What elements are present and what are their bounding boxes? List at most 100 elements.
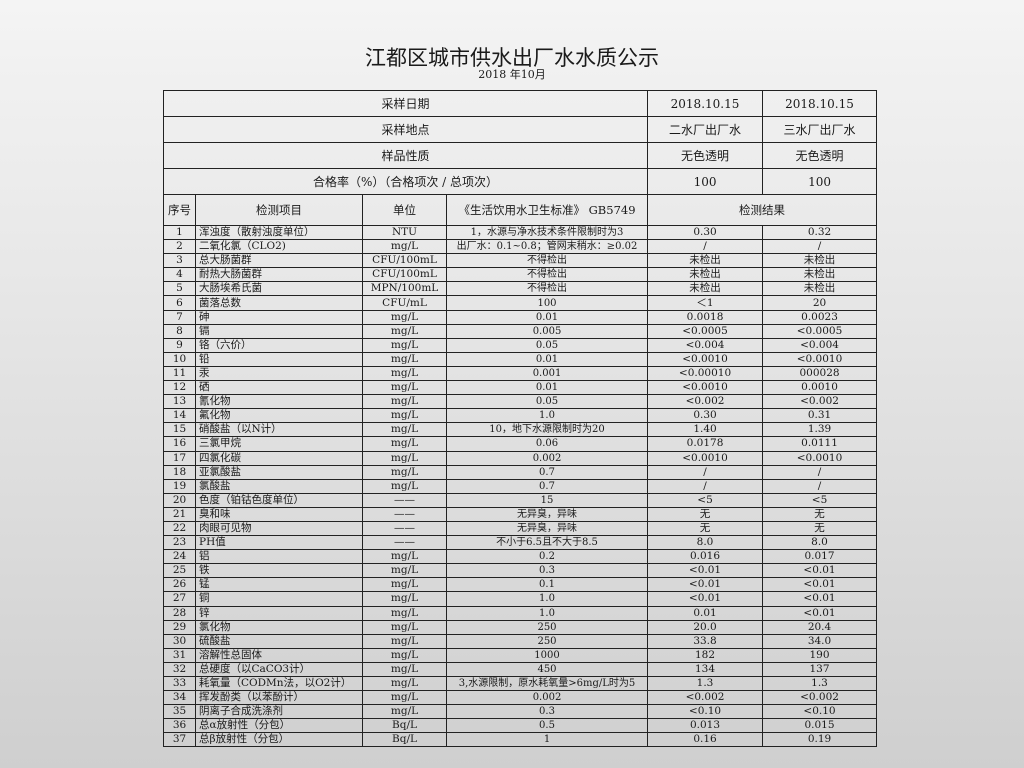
row-result-plant3: <5 [762, 492, 878, 508]
row-item: 锰 [195, 577, 363, 593]
table-row: 3 总大肠菌群 CFU/100mL 不得检出 未检出 未检出 [163, 253, 878, 269]
row-result-plant3: <0.0005 [762, 323, 878, 339]
row-no: 32 [163, 661, 196, 678]
table-row: 16 三氯甲烷 mg/L 0.06 0.0178 0.0111 [163, 436, 878, 452]
row-item: 砷 [195, 309, 363, 325]
row-no: 35 [163, 704, 196, 720]
row-unit: mg/L [362, 478, 447, 494]
row-result-plant3: 20 [762, 295, 878, 311]
table-row: 30 硫酸盐 mg/L 250 33.8 34.0 [163, 633, 878, 649]
row-unit: mg/L [362, 450, 447, 466]
header-result: 检测结果 [647, 194, 878, 226]
row-item: 亚氯酸盐 [195, 464, 363, 480]
table-row: 24 铝 mg/L 0.2 0.016 0.017 [163, 549, 878, 565]
row-unit: MPN/100mL [362, 281, 447, 297]
column-header-row: 序号 检测项目 单位 《生活饮用水卫生标准》 GB5749 检测结果 [163, 194, 878, 226]
row-result-plant3: <0.004 [762, 337, 878, 353]
row-standard: 0.7 [445, 478, 649, 494]
row-standard: 3,水源限制，原水耗氧量>6mg/L时为5 [445, 675, 649, 692]
row-no: 30 [163, 633, 196, 649]
row-no: 31 [163, 647, 196, 663]
table-row: 34 挥发酚类（以苯酚计） mg/L 0.002 <0.002 <0.002 [163, 690, 878, 706]
row-result-plant2: 33.8 [647, 633, 764, 649]
row-result-plant2: <0.0010 [647, 351, 764, 367]
row-result-plant3: 无 [762, 506, 878, 522]
row-standard: 无异臭，异味 [445, 520, 649, 537]
row-unit: mg/L [362, 549, 447, 565]
table-row: 11 汞 mg/L 0.001 <0.00010 000028 [163, 365, 878, 382]
row-standard: 0.05 [445, 337, 649, 353]
row-item: 耗氧量（CODMn法，以O2计） [195, 675, 363, 692]
row-item: 硫酸盐 [195, 633, 363, 649]
row-item: 总β放射性（分包） [195, 732, 363, 748]
row-item: 肉眼可见物 [195, 520, 363, 537]
row-unit: mg/L [362, 309, 447, 325]
row-result-plant3: 0.0111 [762, 436, 878, 452]
table-row: 32 总硬度（以CaCO3计） mg/L 450 134 137 [163, 661, 878, 678]
row-standard: 0.01 [445, 351, 649, 367]
row-unit: mg/L [362, 422, 447, 438]
row-no: 10 [163, 351, 196, 367]
row-no: 24 [163, 549, 196, 565]
row-no: 34 [163, 690, 196, 706]
row-result-plant2: 0.30 [647, 408, 764, 424]
row-result-plant2: <0.0005 [647, 323, 764, 339]
row-unit: mg/L [362, 239, 447, 255]
table-row: 7 砷 mg/L 0.01 0.0018 0.0023 [163, 309, 878, 325]
row-result-plant3: <0.01 [762, 577, 878, 593]
row-standard: 0.001 [445, 365, 649, 382]
row-result-plant2: <0.0010 [647, 450, 764, 466]
row-no: 36 [163, 718, 196, 734]
row-result-plant3: 000028 [762, 365, 878, 382]
row-no: 17 [163, 450, 196, 466]
row-item: 镉 [195, 323, 363, 339]
row-unit: Bq/L [362, 732, 447, 748]
row-no: 29 [163, 619, 196, 635]
row-unit: mg/L [362, 619, 447, 635]
summary-value: 100 [647, 168, 764, 195]
row-result-plant3: 未检出 [762, 253, 878, 269]
row-standard: 不得检出 [445, 281, 649, 297]
row-result-plant2: 134 [647, 661, 764, 678]
row-no: 20 [163, 492, 196, 508]
row-result-plant2: <5 [647, 492, 764, 508]
table-row: 9 铬（六价） mg/L 0.05 <0.004 <0.004 [163, 337, 878, 353]
row-no: 2 [163, 239, 196, 255]
row-result-plant2: 未检出 [647, 267, 764, 283]
row-result-plant2: 0.30 [647, 224, 764, 241]
row-no: 18 [163, 464, 196, 480]
table-row: 35 阴离子合成洗涤剂 mg/L 0.3 <0.10 <0.10 [163, 704, 878, 720]
row-no: 21 [163, 506, 196, 522]
row-no: 22 [163, 520, 196, 537]
row-standard: 0.06 [445, 436, 649, 452]
row-unit: mg/L [362, 690, 447, 706]
row-result-plant3: 34.0 [762, 633, 878, 649]
row-result-plant2: 0.016 [647, 549, 764, 565]
header-unit: 单位 [362, 194, 447, 226]
row-standard: 0.005 [445, 323, 649, 339]
row-no: 1 [163, 224, 196, 241]
table-row: 25 铁 mg/L 0.3 <0.01 <0.01 [163, 563, 878, 579]
table-row: 15 硝酸盐（以N计） mg/L 10，地下水源限制时为20 1.40 1.39 [163, 422, 878, 438]
row-result-plant3: 0.32 [762, 224, 878, 241]
row-result-plant2: 182 [647, 647, 764, 663]
row-item: 氟化物 [195, 408, 363, 424]
row-item: 挥发酚类（以苯酚计） [195, 690, 363, 706]
row-item: 菌落总数 [195, 295, 363, 311]
row-standard: 250 [445, 633, 649, 649]
row-unit: CFU/100mL [362, 267, 447, 283]
row-unit: mg/L [362, 436, 447, 452]
row-result-plant3: 20.4 [762, 619, 878, 635]
row-result-plant3: <0.01 [762, 563, 878, 579]
row-result-plant2: 8.0 [647, 535, 764, 551]
row-standard: 0.5 [445, 718, 649, 734]
row-result-plant2: 0.16 [647, 732, 764, 748]
row-standard: 无异臭，异味 [445, 506, 649, 522]
row-result-plant3: / [762, 239, 878, 255]
table-row: 6 菌落总数 CFU/mL 100 ＜1 20 [163, 295, 878, 311]
row-item: 汞 [195, 365, 363, 382]
row-no: 3 [163, 253, 196, 269]
row-standard: 0.01 [445, 380, 649, 396]
table-row: 14 氟化物 mg/L 1.0 0.30 0.31 [163, 408, 878, 424]
row-item: 硒 [195, 380, 363, 396]
